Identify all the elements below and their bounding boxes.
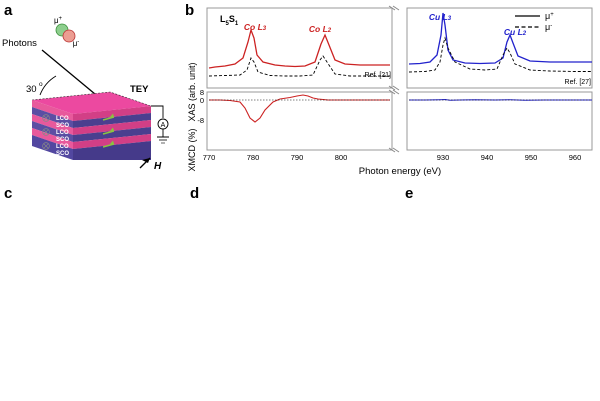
- svg-text:TEY: TEY: [130, 84, 149, 95]
- svg-text:Ref. [27]: Ref. [27]: [565, 79, 592, 86]
- svg-text:μ-: μ-: [545, 22, 552, 32]
- svg-text:Photon energy (eV): Photon energy (eV): [359, 166, 441, 177]
- svg-text:930: 930: [437, 153, 450, 162]
- svg-text:-8: -8: [197, 116, 204, 125]
- svg-text:μ-: μ-: [73, 39, 80, 48]
- svg-text:0: 0: [200, 96, 204, 105]
- svg-text:Ref. [21]: Ref. [21]: [365, 72, 392, 79]
- svg-text:Cu L2: Cu L2: [504, 27, 527, 37]
- svg-text:950: 950: [525, 153, 538, 162]
- svg-text:Photons: Photons: [2, 38, 37, 49]
- svg-text:XMCD (%): XMCD (%): [187, 129, 197, 172]
- svg-text:960: 960: [569, 153, 582, 162]
- svg-text:LCO: LCO: [56, 144, 69, 150]
- svg-text:A: A: [161, 122, 166, 129]
- svg-text:XAS (arb. unit): XAS (arb. unit): [187, 62, 197, 121]
- svg-text:LCO: LCO: [56, 130, 69, 136]
- svg-text:800: 800: [335, 153, 348, 162]
- svg-text:SCO: SCO: [56, 137, 69, 143]
- svg-text:SCO: SCO: [56, 123, 69, 129]
- svg-text:770: 770: [203, 153, 216, 162]
- svg-text:L5S1: L5S1: [220, 14, 239, 27]
- svg-text:Cu L3: Cu L3: [429, 12, 452, 22]
- svg-text:30: 30: [26, 84, 37, 95]
- svg-text:o: o: [39, 81, 43, 88]
- svg-text:μ+: μ+: [545, 11, 554, 21]
- svg-text:LCO: LCO: [56, 116, 69, 122]
- svg-text:940: 940: [481, 153, 494, 162]
- svg-text:790: 790: [291, 153, 304, 162]
- svg-text:H: H: [154, 161, 162, 172]
- svg-text:Co L2: Co L2: [309, 24, 332, 34]
- svg-text:Co L3: Co L3: [244, 22, 267, 32]
- svg-text:780: 780: [247, 153, 260, 162]
- svg-text:SCO: SCO: [56, 151, 69, 157]
